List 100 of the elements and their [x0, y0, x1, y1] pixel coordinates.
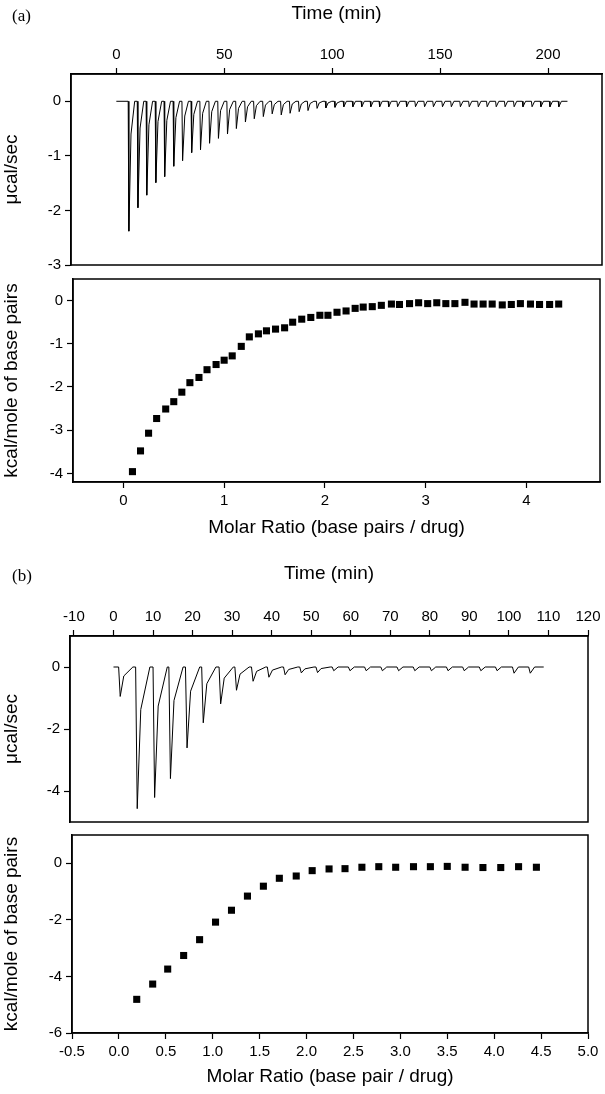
- point: [324, 311, 332, 319]
- x-tick-label: 80: [421, 607, 439, 625]
- point: [479, 300, 487, 308]
- point: [272, 325, 280, 333]
- point: [426, 863, 434, 871]
- text: (a): [12, 6, 31, 26]
- x-tick-label: 2.5: [343, 1042, 364, 1060]
- x-tick-label: 0: [112, 45, 121, 63]
- point: [162, 405, 170, 413]
- point: [442, 300, 450, 308]
- point: [536, 300, 544, 309]
- point: [470, 300, 478, 308]
- y-tick-label: -4: [48, 966, 62, 984]
- point: [289, 318, 297, 326]
- x-tick-label: 90: [461, 607, 478, 625]
- point: [507, 300, 515, 309]
- point: [186, 379, 194, 387]
- point: [195, 373, 203, 382]
- x-tick-label: 50: [302, 607, 320, 625]
- x-tick-label: 150: [427, 45, 453, 63]
- y-tick-label: 0: [54, 290, 63, 308]
- point: [228, 352, 236, 360]
- point: [443, 862, 451, 870]
- point: [316, 311, 324, 319]
- point: [164, 965, 172, 973]
- point: [395, 300, 404, 309]
- x-tick-label: 200: [535, 45, 561, 63]
- point: [351, 304, 359, 312]
- y-tick-label: -3: [47, 255, 61, 273]
- point: [342, 307, 350, 315]
- point: [292, 872, 300, 880]
- y-tick-label: -6: [48, 1023, 62, 1041]
- point: [262, 327, 270, 335]
- x-tick-label: 100: [319, 45, 345, 63]
- point: [488, 300, 496, 308]
- y-axis-title: kcal/mole of base pairs: [0, 836, 21, 1032]
- text: (b): [12, 566, 32, 586]
- point: [203, 366, 211, 374]
- x-axis-title: Molar Ratio (base pair / drug): [206, 1064, 454, 1086]
- x-tick-label: 0.0: [108, 1042, 130, 1060]
- x-tick-label: 3: [421, 491, 430, 509]
- y-tick-label: -2: [48, 910, 62, 927]
- point: [368, 303, 376, 311]
- point: [227, 906, 236, 914]
- x-tick-label: 50: [215, 45, 233, 63]
- point: [243, 892, 251, 900]
- point: [387, 300, 395, 308]
- x-tick-label: 100: [496, 607, 522, 625]
- y-axis-title: μcal/sec: [0, 134, 21, 205]
- x-tick-label: 10: [144, 607, 162, 625]
- x-tick-label: 60: [342, 607, 360, 625]
- x-tick-label: 30: [223, 607, 241, 625]
- x-tick-label: -10: [63, 607, 85, 625]
- point: [433, 299, 441, 307]
- point: [307, 313, 315, 321]
- point: [170, 398, 178, 406]
- y-tick-label: -3: [49, 420, 63, 438]
- point: [325, 865, 333, 873]
- y-tick-label: 0: [51, 657, 60, 675]
- point: [308, 867, 316, 875]
- point: [196, 936, 204, 944]
- x-tick-label: 5.0: [577, 1042, 599, 1060]
- point: [461, 863, 469, 871]
- point: [245, 333, 253, 341]
- x-axis-title: Time (min): [291, 1, 382, 23]
- point: [128, 468, 136, 476]
- y-tick-label: -2: [49, 377, 63, 395]
- point: [451, 300, 459, 308]
- point: [237, 342, 245, 350]
- x-tick-label: 1: [219, 491, 229, 509]
- point: [136, 447, 145, 455]
- point: [281, 324, 289, 332]
- x-tick-label: 70: [381, 607, 399, 625]
- point: [515, 863, 523, 871]
- point: [149, 980, 157, 988]
- y-tick-label: 0: [52, 91, 61, 109]
- x-tick-label: 0.5: [155, 1042, 177, 1060]
- point: [461, 298, 469, 306]
- x-tick-label: 3.0: [389, 1042, 411, 1060]
- y-tick-label: -1: [49, 333, 63, 351]
- point: [377, 301, 385, 309]
- point: [498, 301, 506, 309]
- point: [254, 330, 262, 338]
- x-tick-label: 1.5: [249, 1042, 271, 1060]
- point: [532, 863, 540, 871]
- x-tick-label: 4: [522, 491, 531, 509]
- point: [546, 300, 554, 309]
- point: [153, 414, 161, 423]
- point: [298, 315, 306, 323]
- point: [392, 863, 400, 871]
- x-tick-label: 4.0: [483, 1042, 505, 1060]
- point: [212, 918, 220, 926]
- point: [333, 308, 341, 316]
- x-tick-label: 120: [575, 607, 601, 625]
- point: [409, 863, 418, 871]
- point: [526, 300, 535, 308]
- x-tick-label: 0: [109, 607, 118, 625]
- point: [178, 388, 186, 396]
- y-tick-label: -4: [49, 463, 63, 481]
- x-tick-label: 2.0: [296, 1042, 317, 1060]
